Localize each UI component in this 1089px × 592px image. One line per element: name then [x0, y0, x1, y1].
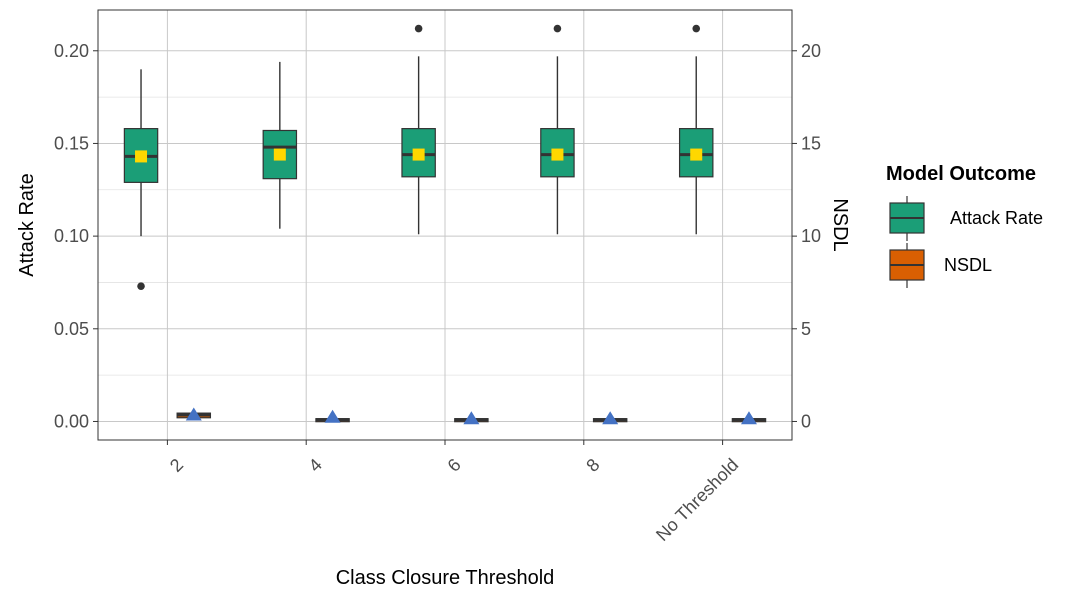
- left-y-tick-label: 0.05: [54, 319, 89, 339]
- box-body: [401, 128, 436, 178]
- box-nsdl: [731, 411, 767, 425]
- legend-label: NSDL: [944, 255, 992, 275]
- legend-label: Attack Rate: [950, 208, 1043, 228]
- legend: Model Outcome Attack Rate NSDL: [886, 163, 1043, 288]
- box-attack-rate: [540, 24, 575, 235]
- left-y-tick-label: 0.10: [54, 226, 89, 246]
- legend-title: Model Outcome: [886, 163, 1036, 185]
- legend-entries: Attack Rate NSDL: [889, 196, 1043, 288]
- box-nsdl: [454, 411, 489, 425]
- left-y-tick-label: 0.00: [54, 411, 89, 431]
- mean-marker-triangle: [463, 411, 480, 425]
- box-nsdl: [592, 411, 628, 425]
- legend-entry: NSDL: [889, 243, 992, 288]
- grid: [98, 10, 792, 440]
- boxes-layer: [123, 24, 767, 425]
- mean-marker-square: [273, 148, 286, 161]
- right-y-tick-label: 5: [801, 319, 811, 339]
- mean-marker-square: [135, 150, 148, 163]
- box-attack-rate: [262, 61, 298, 229]
- mean-marker-triangle: [602, 411, 619, 425]
- box-attack-rate: [401, 24, 436, 235]
- mean-marker-square: [412, 148, 425, 161]
- mean-marker-square: [551, 148, 564, 161]
- mean-marker-triangle: [324, 409, 341, 423]
- left-y-axis-title: Attack Rate: [16, 173, 38, 276]
- box-nsdl: [315, 409, 350, 423]
- outlier-point: [414, 24, 423, 33]
- outlier-point: [137, 282, 145, 290]
- outlier-point: [553, 24, 562, 33]
- box-nsdl: [176, 407, 212, 421]
- right-y-tick-label: 15: [801, 133, 821, 153]
- mean-marker-triangle: [185, 407, 202, 421]
- left-y-tick-label: 0.20: [54, 41, 89, 61]
- right-y-axis-title: NSDL: [829, 198, 851, 251]
- left-y-tick-label: 0.15: [54, 133, 89, 153]
- box-attack-rate: [678, 24, 714, 235]
- legend-entry: Attack Rate: [889, 196, 1043, 241]
- outlier-point: [692, 24, 701, 33]
- mean-marker-triangle: [740, 411, 757, 425]
- right-y-tick-label: 0: [801, 411, 811, 431]
- right-y-tick-label: 10: [801, 226, 821, 246]
- right-y-tick-label: 20: [801, 41, 821, 61]
- x-axis-title: Class Closure Threshold: [336, 567, 555, 589]
- mean-marker-square: [690, 148, 703, 161]
- box-attack-rate: [123, 69, 159, 290]
